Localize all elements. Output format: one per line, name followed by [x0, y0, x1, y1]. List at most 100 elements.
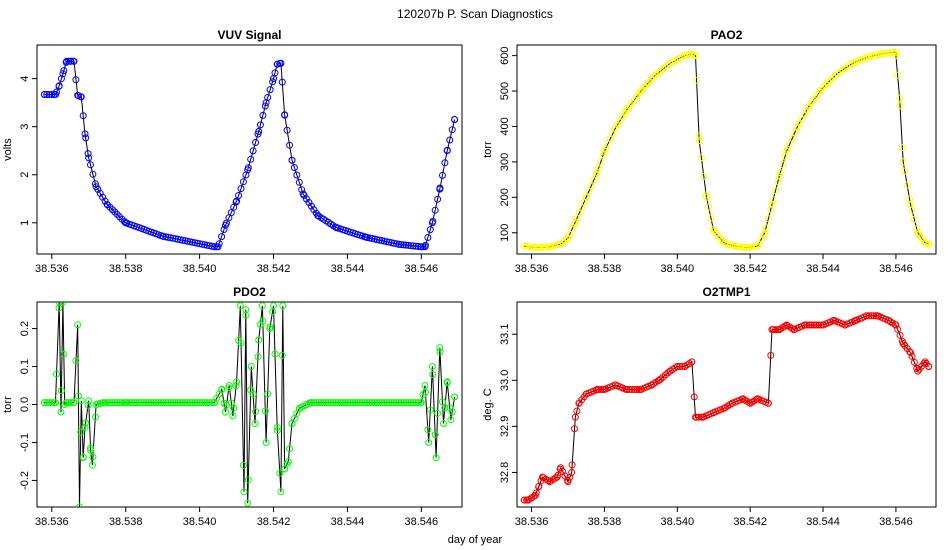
vuv-plot-frame	[36, 44, 463, 255]
o2tmp1-point	[573, 407, 581, 415]
pdo2-point	[145, 399, 153, 407]
vuv-point	[273, 60, 281, 68]
pao2-point	[637, 87, 645, 95]
pao2-point	[532, 243, 540, 251]
pao2-point	[907, 200, 914, 208]
pdo2-point	[407, 399, 415, 407]
pdo2-point	[52, 399, 59, 407]
pdo2-point	[273, 423, 281, 431]
vuv-point	[266, 86, 274, 94]
pao2-point	[707, 214, 715, 222]
pao2-point	[546, 243, 554, 251]
pao2-point	[599, 151, 607, 159]
vuv-point	[218, 233, 226, 241]
pdo2-point	[65, 399, 73, 407]
pdo2-ylabel: torr	[2, 396, 14, 413]
o2tmp1-panel: O2TMP1 deg. C 38.536 38.538 38.540 38.542 38.5…	[482, 285, 937, 528]
o2tmp1-point	[566, 473, 574, 481]
pdo2-point	[84, 401, 92, 409]
pdo2-point	[100, 399, 107, 407]
pao2-point	[794, 123, 801, 130]
o2tmp1-point	[908, 352, 916, 360]
o2tmp1-point	[808, 321, 815, 329]
pdo2-point	[184, 399, 192, 407]
vuv-point	[92, 183, 100, 191]
o2tmp1-point	[692, 413, 699, 421]
pdo2-point	[281, 465, 289, 473]
pao2-point	[769, 196, 777, 204]
pdo2-point	[341, 399, 349, 407]
pao2-point	[925, 240, 933, 248]
pdo2-point	[392, 399, 400, 407]
pdo2-data-group	[40, 302, 459, 507]
vuv-point	[91, 180, 99, 188]
o2tmp1-point	[885, 316, 893, 324]
o2tmp1-xtick-label: 38.546	[879, 516, 913, 528]
vuv-point	[256, 121, 264, 129]
pao2-point	[597, 158, 605, 166]
pao2-point	[732, 242, 740, 250]
o2tmp1-point	[688, 358, 696, 366]
pdo2-point	[273, 427, 281, 435]
pdo2-point	[375, 399, 383, 407]
o2tmp1-point	[575, 399, 583, 407]
pao2-point	[894, 71, 902, 79]
pdo2-point	[240, 488, 248, 496]
pao2-point	[779, 161, 787, 168]
o2tmp1-point	[865, 312, 873, 320]
pdo2-point	[181, 399, 189, 407]
pdo2-point	[332, 399, 340, 407]
pao2-ytick-label: 600	[499, 46, 511, 64]
o2tmp1-point	[593, 386, 601, 393]
vuv-point	[233, 197, 241, 205]
pao2-ytick-label: 400	[499, 117, 511, 135]
o2tmp1-point	[921, 358, 929, 366]
pao2-point	[582, 193, 590, 201]
pao2-point	[829, 74, 837, 82]
pdo2-point	[186, 399, 194, 407]
pdo2-point	[150, 399, 158, 407]
pdo2-point	[91, 413, 99, 421]
pao2-point	[593, 169, 601, 176]
vuv-point	[451, 116, 459, 123]
vuv-point	[43, 91, 51, 98]
pdo2-point	[315, 399, 323, 407]
o2tmp1-point	[626, 386, 634, 393]
o2tmp1-point	[783, 321, 791, 329]
pdo2-point	[48, 399, 56, 407]
pdo2-point	[79, 454, 87, 462]
vuv-point	[446, 136, 454, 144]
pdo2-point	[63, 399, 71, 407]
vuv-point	[439, 171, 446, 179]
pao2-data-group	[520, 48, 933, 252]
vuv-point	[448, 126, 456, 134]
o2tmp1-point	[914, 367, 922, 375]
vuv-ylabel: volts	[2, 138, 14, 161]
pdo2-point	[133, 399, 141, 407]
pdo2-point	[373, 399, 381, 407]
pdo2-point	[419, 391, 427, 399]
o2tmp1-point	[564, 478, 572, 486]
pao2-point	[703, 193, 710, 201]
vuv-point	[300, 191, 308, 199]
o2tmp1-point	[790, 326, 798, 334]
pdo2-point	[252, 408, 260, 416]
o2tmp1-point	[772, 326, 780, 334]
vuv-point	[74, 91, 82, 99]
vuv-point	[278, 78, 286, 86]
pdo2-point	[429, 371, 437, 379]
vuv-point	[186, 238, 194, 246]
pdo2-point	[198, 399, 206, 407]
pao2-point	[564, 234, 572, 242]
pao2-point	[692, 52, 699, 60]
o2tmp1-point	[611, 381, 619, 389]
vuv-point	[295, 178, 303, 186]
pdo2-point	[164, 399, 172, 407]
pao2-point	[600, 147, 608, 155]
pao2-point	[700, 172, 708, 180]
pao2-point	[903, 181, 911, 189]
pao2-xtick-label: 38.544	[806, 263, 840, 275]
vuv-point	[72, 76, 80, 84]
pdo2-point	[92, 401, 100, 408]
o2tmp1-point	[690, 393, 698, 401]
